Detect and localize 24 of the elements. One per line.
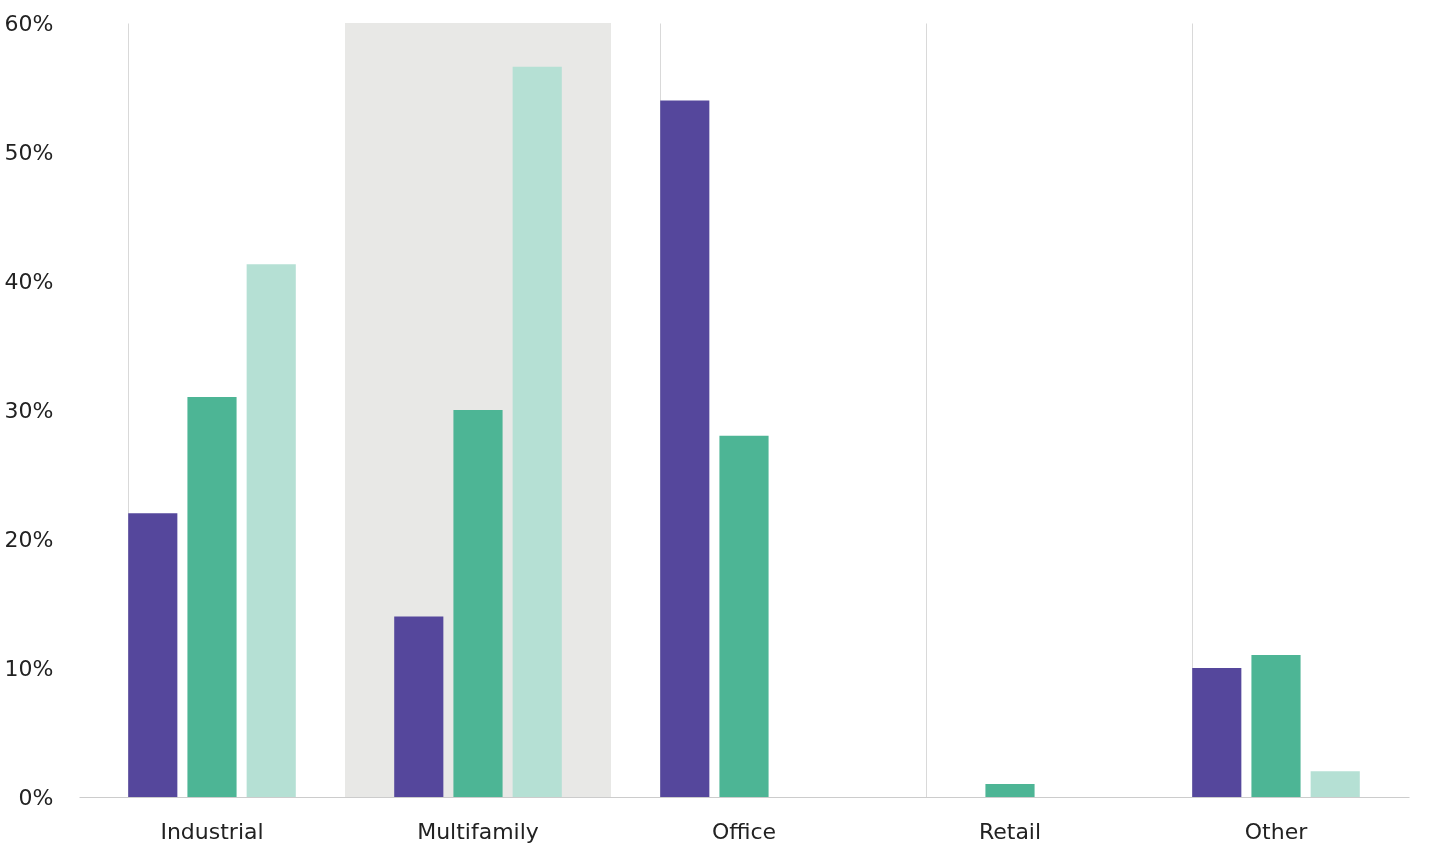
bar — [128, 513, 178, 797]
x-tick-label: Multifamily — [417, 818, 539, 844]
bar — [512, 66, 562, 797]
bar — [453, 410, 503, 797]
y-tick-label: 30% — [4, 397, 54, 423]
y-tick-label: 40% — [4, 268, 54, 294]
bar — [1310, 771, 1360, 797]
bar — [246, 264, 296, 797]
bar — [187, 397, 237, 797]
bar — [1192, 668, 1242, 797]
bar — [660, 100, 710, 797]
bar — [394, 616, 444, 797]
y-tick-label: 50% — [4, 139, 54, 165]
bar — [1251, 655, 1301, 797]
x-tick-label: Office — [711, 818, 777, 844]
x-tick-label: Other — [1244, 818, 1309, 844]
y-tick-label: 20% — [4, 526, 54, 552]
y-tick-label: 0% — [18, 784, 54, 810]
y-tick-label: 60% — [4, 10, 54, 36]
bar — [985, 784, 1035, 797]
x-tick-label: Retail — [978, 818, 1042, 844]
bar — [719, 435, 769, 797]
x-tick-label: Industrial — [160, 818, 264, 844]
y-tick-label: 10% — [4, 655, 54, 681]
